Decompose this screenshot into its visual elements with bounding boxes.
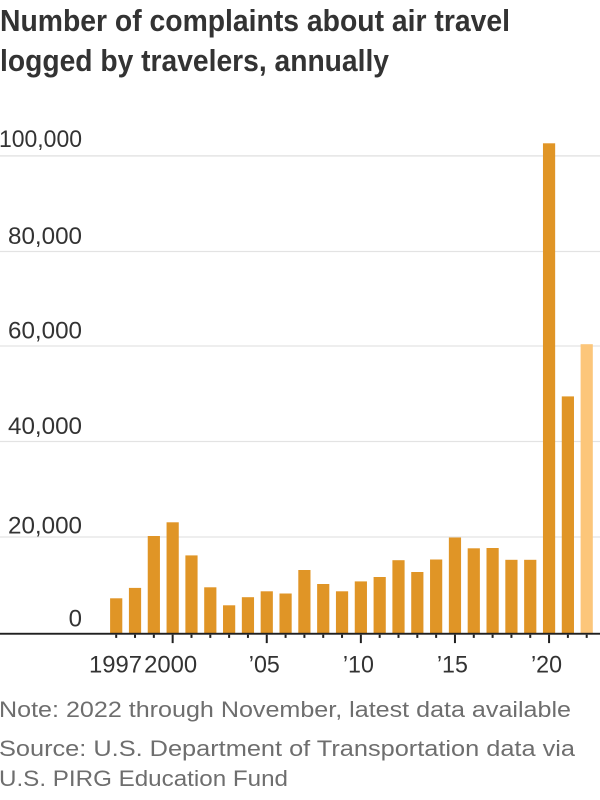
svg-text:100,000: 100,000 bbox=[0, 126, 82, 153]
svg-text:logged by travelers, annually: logged by travelers, annually bbox=[0, 44, 389, 78]
svg-text:2000: 2000 bbox=[144, 651, 197, 678]
svg-text:U.S. PIRG Education Fund: U.S. PIRG Education Fund bbox=[0, 766, 288, 791]
svg-text:Note: 2022 through November, l: Note: 2022 through November, latest data… bbox=[0, 697, 571, 722]
svg-text:’10: ’10 bbox=[343, 651, 374, 678]
svg-text:80,000: 80,000 bbox=[8, 223, 82, 250]
svg-text:40,000: 40,000 bbox=[8, 413, 82, 440]
svg-text:’15: ’15 bbox=[437, 651, 468, 678]
svg-text:Number of complaints about air: Number of complaints about air travel bbox=[0, 4, 510, 38]
svg-text:0: 0 bbox=[69, 606, 82, 633]
svg-text:’05: ’05 bbox=[249, 651, 280, 678]
svg-text:1997: 1997 bbox=[89, 651, 142, 678]
svg-text:20,000: 20,000 bbox=[8, 513, 82, 540]
svg-text:60,000: 60,000 bbox=[8, 318, 82, 345]
svg-text:Source: U.S. Department of Tra: Source: U.S. Department of Transportatio… bbox=[0, 736, 576, 761]
svg-text:’20: ’20 bbox=[531, 651, 562, 678]
